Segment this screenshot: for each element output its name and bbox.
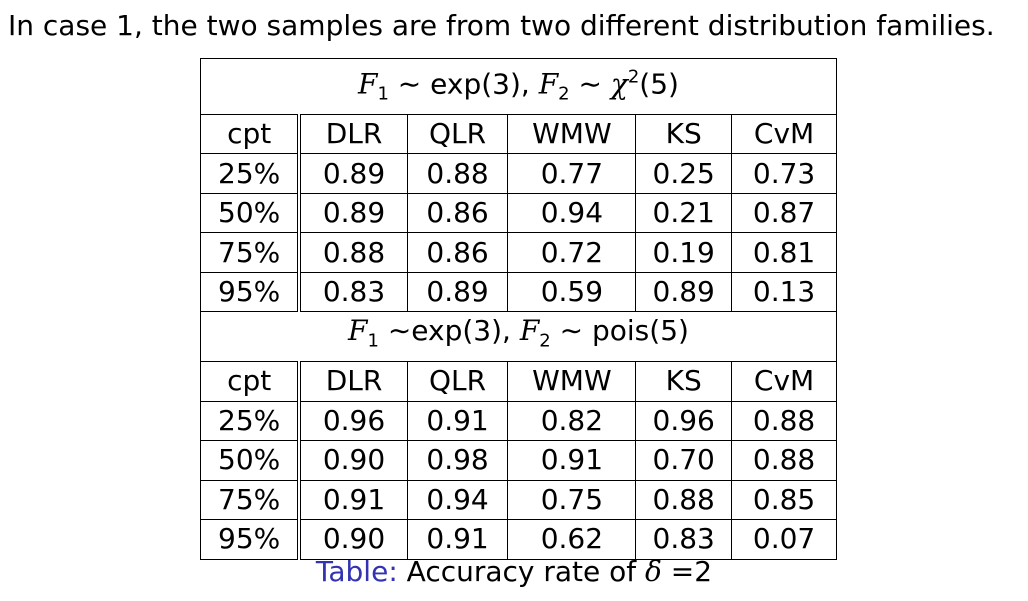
- table-row: 75% 0.91 0.94 0.75 0.88 0.85: [200, 479, 837, 521]
- panel-1-title-row: F1 ∼ exp(3), F2 ∼ χ2(5): [200, 58, 837, 115]
- panel-2-f2-rel: ∼ pois(5): [550, 314, 689, 348]
- panel-2-f2-sub: 2: [539, 331, 551, 353]
- table-row: 95% 0.83 0.89 0.59 0.89 0.13: [200, 271, 837, 313]
- panel-2-header-row: cpt DLR QLR WMW KS CvM: [200, 361, 837, 402]
- column-header-cpt: cpt: [200, 113, 302, 155]
- table-row: 50% 0.90 0.98 0.91 0.70 0.88: [200, 440, 837, 481]
- table-cell: 0.83: [635, 519, 733, 560]
- panel-1-f2-dist: χ: [610, 67, 628, 101]
- table-cell: 0.88: [635, 479, 733, 521]
- table-cell: 0.89: [635, 271, 733, 313]
- table-cell: 0.91: [298, 479, 408, 521]
- column-header-cvm: CvM: [731, 113, 837, 155]
- table-cell: 0.90: [298, 519, 408, 560]
- table-cell: 0.98: [406, 440, 509, 481]
- table-cell: 0.07: [731, 519, 837, 560]
- table-cell: 0.86: [406, 232, 509, 273]
- panel-1-f1-sub: 1: [377, 83, 389, 105]
- panel-2-f1-rel: ∼exp(3),: [378, 314, 520, 348]
- table-cell: 0.75: [507, 479, 637, 521]
- caption-delta: δ: [645, 555, 662, 588]
- table-cell: 0.62: [507, 519, 637, 560]
- table-cell: 0.94: [406, 479, 509, 521]
- column-header-ks: KS: [635, 361, 733, 402]
- row-label: 75%: [200, 232, 302, 273]
- column-header-ks: KS: [635, 113, 733, 155]
- panel-1-f2-sub: 2: [558, 83, 570, 105]
- table-cell: 0.13: [731, 271, 837, 313]
- panel-2-title-row: F1 ∼exp(3), F2 ∼ pois(5): [200, 311, 837, 363]
- table-cell: 0.88: [406, 153, 509, 194]
- table-row: 95% 0.90 0.91 0.62 0.83 0.07: [200, 519, 837, 560]
- column-header-cvm: CvM: [731, 361, 837, 402]
- column-header-dlr: DLR: [298, 361, 408, 402]
- column-header-wmw: WMW: [507, 361, 637, 402]
- table-cell: 0.21: [635, 192, 733, 234]
- column-header-qlr: QLR: [406, 113, 509, 155]
- table-cell: 0.96: [635, 400, 733, 442]
- table-cell: 0.90: [298, 440, 408, 481]
- column-header-cpt: cpt: [200, 361, 302, 402]
- table-cell: 0.89: [298, 192, 408, 234]
- table-cell: 0.89: [298, 153, 408, 194]
- table-row: 25% 0.89 0.88 0.77 0.25 0.73: [200, 153, 837, 194]
- column-header-qlr: QLR: [406, 361, 509, 402]
- panel-1-f2-sup: 2: [627, 67, 640, 88]
- table-cell: 0.94: [507, 192, 637, 234]
- row-label: 95%: [200, 271, 302, 313]
- column-header-dlr: DLR: [298, 113, 408, 155]
- caption-text-pre: Accuracy rate of: [397, 555, 646, 588]
- table-cell: 0.88: [731, 400, 837, 442]
- table-cell: 0.85: [731, 479, 837, 521]
- table-cell: 0.87: [731, 192, 837, 234]
- table-cell: 0.91: [406, 400, 509, 442]
- table-cell: 0.96: [298, 400, 408, 442]
- row-label: 50%: [200, 192, 302, 234]
- panel-2-f2-letter: F: [519, 314, 540, 348]
- table-row: 50% 0.89 0.86 0.94 0.21 0.87: [200, 192, 837, 234]
- panel-2-f1-letter: F: [348, 314, 368, 348]
- table-cell: 0.59: [507, 271, 637, 313]
- table-cell: 0.88: [731, 440, 837, 481]
- panel-1-f1-rel: ∼ exp(3),: [388, 67, 539, 101]
- table-cell: 0.81: [731, 232, 837, 273]
- panel-1-f2-rel: ∼: [569, 67, 611, 101]
- table-row: 25% 0.96 0.91 0.82 0.96 0.88: [200, 400, 837, 442]
- row-label: 50%: [200, 440, 302, 481]
- table-cell: 0.73: [731, 153, 837, 194]
- panel-1-f1-letter: F: [358, 67, 378, 101]
- table-cell: 0.83: [298, 271, 408, 313]
- table-caption: Table: Accuracy rate of δ =2: [0, 552, 1028, 592]
- table-cell: 0.77: [507, 153, 637, 194]
- results-table: F1 ∼ exp(3), F2 ∼ χ2(5) cpt DLR QLR WMW …: [200, 58, 837, 560]
- table-cell: 0.91: [507, 440, 637, 481]
- caption-text-post: =2: [661, 555, 713, 588]
- panel-1-header-row: cpt DLR QLR WMW KS CvM: [200, 113, 837, 155]
- column-header-wmw: WMW: [507, 113, 637, 155]
- table-cell: 0.70: [635, 440, 733, 481]
- row-label: 75%: [200, 479, 302, 521]
- panel-1-title: F1 ∼ exp(3), F2 ∼ χ2(5): [200, 58, 837, 115]
- table-cell: 0.25: [635, 153, 733, 194]
- panel-2-title: F1 ∼exp(3), F2 ∼ pois(5): [200, 311, 837, 363]
- table-row: 75% 0.88 0.86 0.72 0.19 0.81: [200, 232, 837, 273]
- table-cell: 0.89: [406, 271, 509, 313]
- table-cell: 0.86: [406, 192, 509, 234]
- table-cell: 0.19: [635, 232, 733, 273]
- panel-1-f2-tail: (5): [639, 67, 679, 101]
- panel-2-f1-sub: 1: [367, 331, 379, 353]
- row-label: 95%: [200, 519, 302, 560]
- row-label: 25%: [200, 400, 302, 442]
- intro-text: In case 1, the two samples are from two …: [8, 9, 995, 42]
- table-cell: 0.82: [507, 400, 637, 442]
- table-cell: 0.91: [406, 519, 509, 560]
- row-label: 25%: [200, 153, 302, 194]
- panel-1-f2-letter: F: [538, 67, 559, 101]
- table-cell: 0.88: [298, 232, 408, 273]
- table-cell: 0.72: [507, 232, 637, 273]
- caption-label: Table:: [315, 555, 398, 588]
